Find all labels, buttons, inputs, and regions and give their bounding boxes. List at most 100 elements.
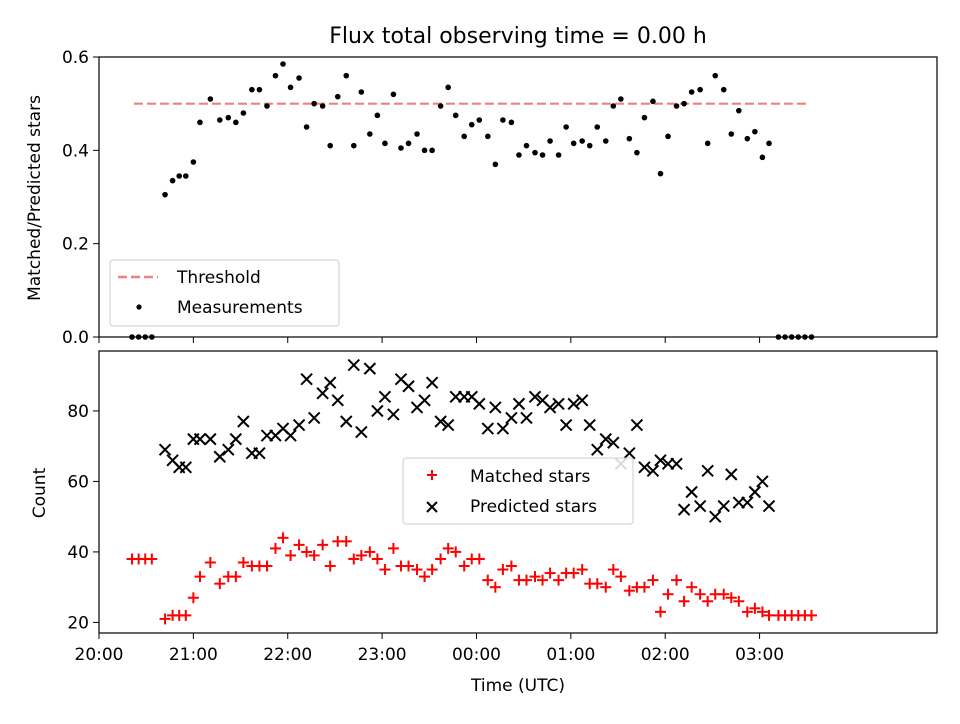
predicted-star-point (418, 394, 431, 407)
measurement-point (697, 86, 703, 93)
measurement-point (610, 103, 617, 109)
predicted-star-point (316, 387, 329, 400)
bottom-marks (126, 358, 817, 625)
matched-star-point (426, 564, 438, 576)
measurement-point (728, 131, 735, 137)
measurement-point (216, 117, 223, 123)
matched-star-point (371, 553, 383, 565)
bottom-y-tick-label: 60 (67, 472, 89, 492)
matched-star-point (756, 606, 768, 618)
bottom-xlabel: Time (UTC) (470, 676, 565, 696)
chart-title: Flux total observing time = 0.00 h (329, 24, 707, 49)
measurement-point (233, 119, 239, 126)
matched-star-point (194, 571, 206, 583)
predicted-star-point (402, 380, 415, 393)
matched-star-point (537, 574, 549, 586)
matched-star-point (214, 578, 226, 590)
predicted-star-point (630, 418, 644, 432)
predicted-star-point (709, 510, 722, 523)
predicted-star-point (222, 443, 235, 456)
matched-star-point (285, 549, 297, 561)
measurement-point (169, 177, 176, 184)
matched-star-point (591, 578, 603, 590)
predicted-star-point (756, 475, 769, 488)
measurement-point (704, 140, 711, 147)
measurement-point (452, 112, 459, 119)
predicted-star-point (323, 376, 337, 389)
measurement-point (445, 84, 451, 91)
matched-star-point (678, 595, 690, 607)
measurement-point (736, 107, 742, 114)
measurement-point (280, 61, 286, 67)
predicted-star-point (607, 436, 620, 449)
matched-star-point (576, 564, 588, 576)
matched-star-point (600, 581, 612, 593)
top-y-tick-label: 0.4 (62, 141, 89, 161)
bottom-x-tick-label: 21:00 (169, 645, 218, 665)
bottom-x-tick-label: 02:00 (641, 645, 690, 665)
measurement-point (264, 103, 270, 109)
matched-star-point (615, 571, 627, 583)
matched-star-point (204, 557, 216, 568)
measurement-point (594, 124, 601, 130)
matched-star-point (187, 592, 199, 604)
measurement-point (327, 142, 334, 149)
measurement-point (523, 142, 530, 149)
matched-star-point (623, 585, 635, 597)
predicted-star-point (646, 464, 660, 478)
matched-star-point (544, 567, 556, 579)
measurement-point (334, 93, 341, 100)
measurement-point (421, 147, 428, 154)
bottom-x-tick-label: 22:00 (263, 645, 312, 665)
predicted-star-point (473, 397, 486, 411)
measurement-point (249, 86, 255, 93)
measurement-point (547, 138, 553, 144)
measurement-point (681, 100, 687, 107)
matched-star-point (317, 539, 329, 551)
measurement-point (626, 135, 633, 142)
measurement-point (570, 140, 577, 147)
matched-star-point (694, 588, 706, 600)
matched-star-point (442, 542, 454, 554)
matched-legend-swatch (427, 470, 437, 480)
matched-star-point (340, 535, 352, 547)
top-marks (129, 61, 815, 340)
bottom-plot: Count Time (UTC) 20 40 60 80 20:00 21:00 22:0… (30, 350, 938, 696)
measurement-point (162, 191, 168, 198)
measurement-point (744, 135, 751, 142)
matched-star-point (654, 606, 666, 618)
measurement-point (343, 72, 350, 79)
top-y-ticks: 0.0 0.2 0.4 0.6 (62, 48, 99, 348)
bottom-x-tick-label: 03:00 (735, 645, 784, 665)
predicted-legend-label: Predicted stars (470, 497, 597, 517)
matched-star-point (450, 546, 462, 558)
matched-star-point (293, 539, 305, 551)
predicted-star-point (481, 422, 495, 435)
measurement-point (190, 159, 197, 165)
top-axes-frame (98, 56, 938, 338)
measurement-point (650, 98, 656, 105)
matched-star-point (671, 574, 683, 586)
predicted-star-point (371, 404, 384, 418)
matched-star-point (159, 613, 171, 625)
measurement-point (766, 140, 772, 147)
measurement-point (207, 96, 214, 102)
matched-star-point (473, 553, 485, 565)
predicted-star-point (340, 415, 353, 428)
predicted-star-point (638, 461, 651, 474)
matched-star-point (489, 581, 501, 593)
predicted-star-point (512, 397, 526, 411)
bottom-x-ticks: 20:00 21:00 22:00 23:00 00:00 01:00 02:00 03:00 (75, 633, 784, 665)
matched-star-point (308, 549, 320, 561)
measurement-point (405, 140, 412, 147)
predicted-star-point (213, 450, 226, 463)
predicted-star-point (387, 408, 400, 421)
matched-star-point (505, 560, 517, 572)
predicted-star-point (253, 447, 266, 460)
measurement-point (319, 103, 326, 109)
predicted-star-point (575, 394, 589, 407)
predicted-star-point (520, 411, 533, 425)
measurement-point (673, 103, 680, 109)
measurement-point (429, 147, 435, 154)
